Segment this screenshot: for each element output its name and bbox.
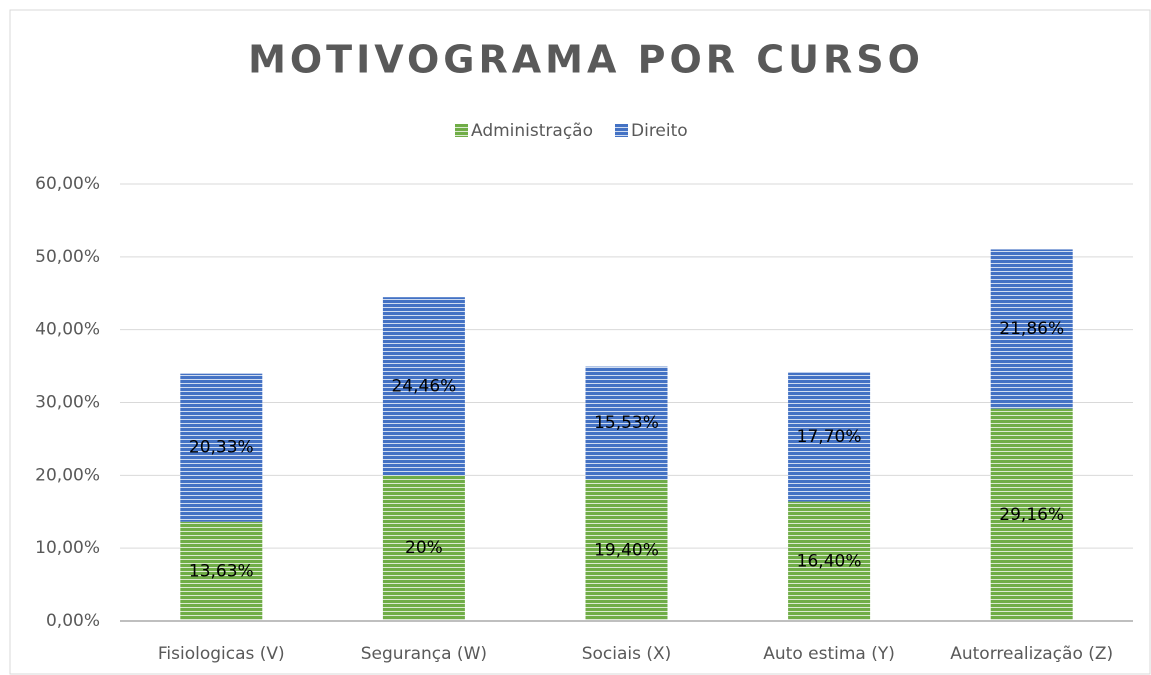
- y-tick-label: 10,00%: [35, 538, 100, 558]
- bar-segment: [788, 501, 871, 621]
- y-tick-label: 40,00%: [35, 320, 100, 340]
- x-tick-label: Sociais (X): [582, 644, 672, 664]
- y-tick-label: 30,00%: [35, 393, 100, 413]
- bar-segment: [585, 479, 668, 621]
- bar-segment: [180, 521, 263, 621]
- bar-segment: [382, 475, 465, 621]
- bar-segment: [990, 249, 1073, 409]
- chart-title: MOTIVOGRAMA POR CURSO: [248, 38, 924, 82]
- y-tick-label: 60,00%: [35, 174, 100, 194]
- data-label: 15,53%: [594, 413, 659, 433]
- data-label: 17,70%: [797, 427, 862, 447]
- legend-swatch: [615, 124, 628, 137]
- data-label: 20,33%: [189, 438, 254, 458]
- data-label: 24,46%: [391, 376, 456, 396]
- legend-swatch: [455, 124, 468, 137]
- x-tick-label: Auto estima (Y): [763, 644, 895, 664]
- y-tick-label: 50,00%: [35, 247, 100, 267]
- y-tick-label: 0,00%: [46, 611, 100, 631]
- legend-label: Direito: [631, 121, 688, 141]
- bar-segment: [585, 366, 668, 480]
- data-label: 21,86%: [999, 319, 1064, 339]
- bar-segment: [382, 297, 465, 476]
- bar-segment: [990, 408, 1073, 621]
- x-tick-label: Segurança (W): [361, 644, 487, 664]
- x-tick-label: Fisiologicas (V): [158, 644, 285, 664]
- legend-label: Administração: [471, 121, 593, 141]
- data-label: 19,40%: [594, 540, 659, 560]
- bar-segment: [180, 373, 263, 522]
- data-label: 20%: [405, 538, 443, 558]
- data-label: 16,40%: [797, 551, 862, 571]
- data-label: 29,16%: [999, 505, 1064, 525]
- data-label: 13,63%: [189, 561, 254, 581]
- y-tick-label: 20,00%: [35, 465, 100, 485]
- bar-segment: [788, 372, 871, 502]
- chart-frame: [9, 9, 1151, 675]
- x-tick-label: Autorrealização (Z): [950, 644, 1113, 664]
